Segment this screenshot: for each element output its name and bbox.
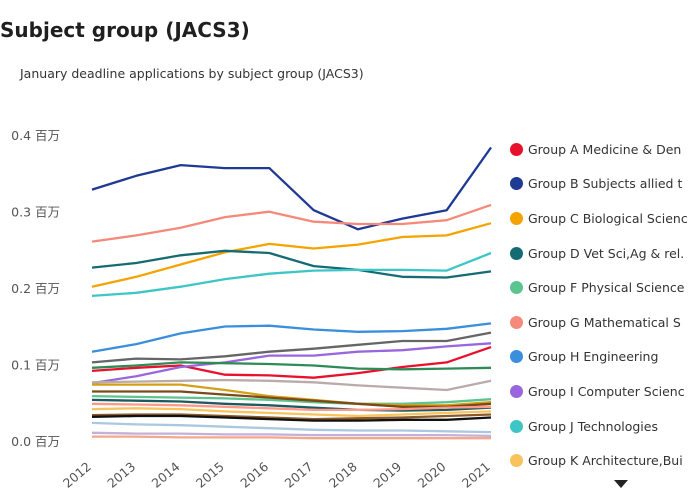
series-line[interactable] bbox=[91, 203, 492, 243]
series-line[interactable] bbox=[91, 407, 492, 418]
series-line[interactable] bbox=[91, 361, 492, 371]
legend-item[interactable]: Group F Physical Science bbox=[510, 270, 700, 305]
legend-item[interactable]: Group I Computer Scienc bbox=[510, 374, 700, 409]
legend-item[interactable]: Group C Biological Scienc bbox=[510, 201, 700, 236]
x-tick-label: 2020 bbox=[415, 459, 449, 491]
legend-label: Group H Engineering bbox=[528, 349, 659, 365]
legend-label: Group I Computer Scienc bbox=[528, 383, 685, 399]
series-line[interactable] bbox=[91, 322, 492, 353]
x-tick-label: 2013 bbox=[104, 459, 138, 491]
legend-item[interactable]: Group D Vet Sci,Ag & rel. bbox=[510, 236, 700, 271]
y-tick-label: 0.4 百万 bbox=[11, 128, 60, 143]
series-line[interactable] bbox=[91, 431, 492, 438]
legend-swatch-icon bbox=[510, 315, 523, 329]
x-tick-label: 2015 bbox=[193, 459, 227, 491]
legend-scroll-down-icon[interactable] bbox=[614, 480, 628, 488]
x-tick-label: 2017 bbox=[282, 459, 316, 491]
legend-swatch-icon bbox=[510, 281, 523, 295]
legend-swatch-icon bbox=[510, 350, 523, 364]
series-line[interactable] bbox=[91, 414, 492, 422]
series-line[interactable] bbox=[92, 390, 492, 408]
series-lines[interactable] bbox=[91, 146, 492, 440]
series-line[interactable] bbox=[91, 402, 492, 412]
legend-label: Group F Physical Science bbox=[528, 280, 685, 296]
series-line[interactable] bbox=[91, 222, 492, 288]
legend-swatch-icon bbox=[510, 454, 523, 468]
legend-swatch-icon bbox=[510, 177, 523, 191]
chart-title: January deadline applications by subject… bbox=[20, 66, 364, 81]
legend-label: Group C Biological Scienc bbox=[528, 210, 688, 226]
y-tick-label: 0.2 百万 bbox=[11, 281, 60, 296]
legend-item[interactable]: Group G Mathematical S bbox=[510, 305, 700, 340]
x-tick-label: 2021 bbox=[459, 459, 493, 491]
series-line[interactable] bbox=[91, 394, 492, 405]
legend-label: Group K Architecture,Bui bbox=[528, 453, 683, 469]
y-tick-label: 0.1 百万 bbox=[11, 358, 60, 373]
legend: Group A Medicine & Den Group B Subjects a… bbox=[510, 132, 700, 478]
legend-swatch-icon bbox=[510, 211, 523, 225]
legend-item[interactable]: Group J Technologies bbox=[510, 409, 700, 444]
series-line[interactable] bbox=[91, 331, 492, 364]
x-tick-label: 2019 bbox=[370, 459, 404, 491]
legend-label: Group B Subjects allied t bbox=[528, 176, 683, 192]
legend-item[interactable]: Group B Subjects allied t bbox=[510, 167, 700, 202]
series-line[interactable] bbox=[91, 398, 492, 412]
y-tick-label: 0.0 百万 bbox=[11, 434, 60, 449]
legend-label: Group A Medicine & Den bbox=[528, 141, 682, 157]
legend-label: Group J Technologies bbox=[528, 418, 658, 434]
x-tick-label: 2012 bbox=[60, 459, 94, 491]
legend-label: Group D Vet Sci,Ag & rel. bbox=[528, 245, 685, 261]
series-line[interactable] bbox=[91, 378, 492, 392]
y-tick-label: 0.3 百万 bbox=[11, 205, 60, 220]
legend-label: Group G Mathematical S bbox=[528, 314, 681, 330]
x-tick-label: 2014 bbox=[149, 459, 183, 491]
x-tick-label: 2016 bbox=[237, 459, 271, 491]
series-line[interactable] bbox=[91, 346, 492, 379]
x-tick-label: 2018 bbox=[326, 459, 360, 491]
legend-item[interactable]: Group K Architecture,Bui bbox=[510, 443, 700, 478]
series-line[interactable] bbox=[91, 413, 492, 421]
series-line[interactable] bbox=[91, 251, 492, 298]
y-axis: 0.4 百万 0.3 百万 0.2 百万 0.1 百万 0.0 百万 bbox=[11, 128, 60, 449]
series-line[interactable] bbox=[92, 435, 491, 440]
legend-item[interactable]: Group H Engineering bbox=[510, 340, 700, 375]
series-line[interactable] bbox=[91, 249, 492, 279]
series-line[interactable] bbox=[91, 146, 492, 231]
legend-swatch-icon bbox=[510, 419, 523, 433]
legend-item[interactable]: Group A Medicine & Den bbox=[510, 132, 700, 167]
series-line[interactable] bbox=[91, 342, 492, 385]
section-title: Subject group (JACS3) bbox=[0, 18, 250, 42]
legend-swatch-icon bbox=[510, 246, 523, 260]
legend-swatch-icon bbox=[510, 384, 523, 398]
legend-swatch-icon bbox=[510, 142, 523, 156]
x-axis: 2012 2013 2014 2015 2016 2017 2018 2019 2020 2021 bbox=[60, 459, 493, 491]
series-line[interactable] bbox=[91, 421, 492, 434]
